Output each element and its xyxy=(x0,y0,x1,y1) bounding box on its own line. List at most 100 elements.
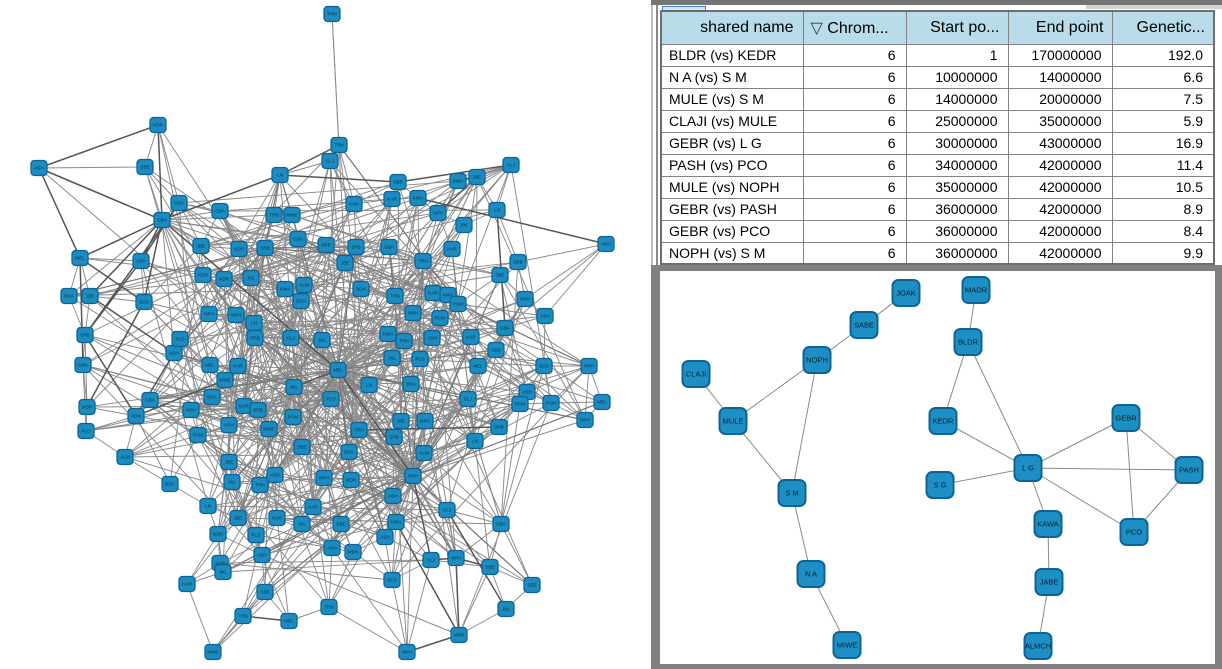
svg-text:NPH: NPH xyxy=(584,364,594,369)
svg-text:ALMCH: ALMCH xyxy=(1025,642,1051,651)
svg-text:JKL: JKL xyxy=(247,276,255,281)
svg-text:JBE: JBE xyxy=(496,273,504,278)
svg-text:PCM: PCM xyxy=(515,402,525,407)
svg-text:MADR: MADR xyxy=(965,286,988,295)
svg-text:LN: LN xyxy=(472,439,478,444)
svg-text:BDA: BDA xyxy=(165,482,175,487)
svg-text:NPH: NPH xyxy=(319,476,329,481)
svg-text:LN: LN xyxy=(277,173,283,178)
svg-text:SBE: SBE xyxy=(527,583,536,588)
svg-text:ASH: ASH xyxy=(540,314,549,319)
svg-text:TRN: TRN xyxy=(354,428,363,433)
svg-text:KAR: KAR xyxy=(233,364,243,369)
svg-text:ASH: ASH xyxy=(427,336,436,341)
svg-text:CLJ: CLJ xyxy=(287,336,295,341)
svg-text:MWE: MWE xyxy=(286,213,297,218)
svg-text:MWE: MWE xyxy=(219,378,230,383)
svg-text:LN: LN xyxy=(205,504,211,509)
svg-text:ALM: ALM xyxy=(120,455,130,460)
svg-text:SRB: SRB xyxy=(80,333,89,338)
svg-text:CLJ: CLJ xyxy=(427,558,435,563)
svg-text:PCM: PCM xyxy=(435,316,445,321)
svg-text:KWA: KWA xyxy=(413,196,424,201)
svg-text:LN: LN xyxy=(494,208,500,213)
svg-text:KDR: KDR xyxy=(153,123,163,128)
svg-text:GBA: GBA xyxy=(496,522,507,527)
svg-text:SRB: SRB xyxy=(250,336,259,341)
svg-text:GBA: GBA xyxy=(384,245,395,250)
svg-text:KDR: KDR xyxy=(219,277,229,282)
svg-text:KAR: KAR xyxy=(308,505,318,510)
svg-text:PCM: PCM xyxy=(453,302,463,307)
svg-text:KWA: KWA xyxy=(391,520,402,525)
svg-text:SBE: SBE xyxy=(393,180,402,185)
svg-text:NPH: NPH xyxy=(580,418,590,423)
svg-text:BDA: BDA xyxy=(406,382,416,387)
svg-text:KWA: KWA xyxy=(280,287,291,292)
svg-text:ASH: ASH xyxy=(224,423,233,428)
svg-text:JKL: JKL xyxy=(388,356,396,361)
svg-text:KAR: KAR xyxy=(447,247,457,252)
svg-text:KDR: KDR xyxy=(198,273,208,278)
svg-text:SRB: SRB xyxy=(260,246,269,251)
svg-text:JBE: JBE xyxy=(473,175,481,180)
svg-text:TRN: TRN xyxy=(327,12,336,17)
svg-text:ALM: ALM xyxy=(299,283,309,288)
svg-text:JKL: JKL xyxy=(290,385,298,390)
svg-text:NPH: NPH xyxy=(186,408,196,413)
svg-text:KDR: KDR xyxy=(272,516,282,521)
svg-text:JBE: JBE xyxy=(397,419,405,424)
svg-text:MDR: MDR xyxy=(346,478,357,483)
svg-text:CLAJI: CLAJI xyxy=(686,370,706,379)
svg-text:SRB: SRB xyxy=(351,245,360,250)
svg-text:BDA: BDA xyxy=(64,294,74,299)
svg-text:TRN: TRN xyxy=(238,614,247,619)
svg-text:JBE: JBE xyxy=(460,223,468,228)
svg-text:GEBR: GEBR xyxy=(1115,414,1137,423)
svg-text:BLDR: BLDR xyxy=(958,338,979,347)
svg-text:LN: LN xyxy=(251,321,257,326)
svg-text:ASH: ASH xyxy=(522,390,531,395)
svg-text:TRN: TRN xyxy=(390,294,399,299)
svg-text:MWE: MWE xyxy=(207,650,218,655)
svg-text:JKL: JKL xyxy=(502,607,510,612)
svg-text:TRN: TRN xyxy=(324,605,333,610)
svg-text:JBE: JBE xyxy=(86,294,94,299)
svg-text:GBA: GBA xyxy=(215,209,226,214)
svg-text:GBA: GBA xyxy=(174,201,185,206)
svg-text:CLJ: CLJ xyxy=(326,159,334,164)
svg-text:LN: LN xyxy=(366,383,372,388)
svg-text:ASH: ASH xyxy=(380,535,389,540)
svg-text:KAR: KAR xyxy=(182,582,192,587)
svg-text:ASH: ASH xyxy=(257,553,266,558)
svg-text:SBE: SBE xyxy=(140,165,149,170)
svg-text:TRN: TRN xyxy=(334,143,343,148)
svg-text:PLO: PLO xyxy=(251,533,261,538)
svg-text:ASH: ASH xyxy=(601,242,610,247)
svg-text:NPH: NPH xyxy=(408,311,418,316)
svg-text:KAR: KAR xyxy=(239,404,249,409)
svg-text:N A: N A xyxy=(805,570,817,579)
svg-text:NPH: NPH xyxy=(433,211,443,216)
svg-text:PCO: PCO xyxy=(1126,528,1142,537)
svg-text:SBE: SBE xyxy=(485,565,494,570)
svg-text:BDA: BDA xyxy=(296,299,306,304)
svg-text:CLJ: CLJ xyxy=(507,163,515,168)
svg-text:MULE: MULE xyxy=(723,417,744,426)
svg-text:ASH: ASH xyxy=(327,546,336,551)
svg-text:JKL: JKL xyxy=(318,338,326,343)
svg-text:NPH: NPH xyxy=(204,312,214,317)
svg-text:ASH: ASH xyxy=(270,473,279,478)
svg-text:GBA: GBA xyxy=(145,398,156,403)
svg-text:MIWE: MIWE xyxy=(837,641,857,650)
svg-text:JKL: JKL xyxy=(298,522,306,527)
svg-text:ALM: ALM xyxy=(419,451,429,456)
svg-text:PLO: PLO xyxy=(387,578,397,583)
svg-text:CLJ: CLJ xyxy=(443,508,451,513)
svg-text:SBE: SBE xyxy=(260,590,269,595)
svg-text:PLO: PLO xyxy=(415,357,425,362)
svg-text:SRB: SRB xyxy=(494,425,503,430)
svg-text:MEL: MEL xyxy=(473,364,483,369)
svg-text:ALM: ALM xyxy=(215,561,225,566)
svg-text:JBE: JBE xyxy=(225,460,233,465)
